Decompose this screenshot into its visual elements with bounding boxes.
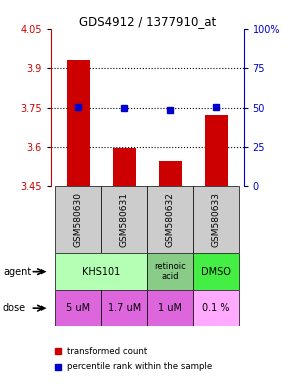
Bar (147, 290, 193, 326)
Bar (101, 186, 147, 253)
Text: 0.1 %: 0.1 % (202, 303, 230, 313)
Text: GSM580630: GSM580630 (74, 192, 83, 247)
Text: agent: agent (3, 266, 31, 277)
Text: GSM580633: GSM580633 (211, 192, 221, 247)
Text: dose: dose (3, 303, 26, 313)
Text: transformed count: transformed count (67, 347, 147, 356)
Text: GSM580631: GSM580631 (120, 192, 129, 247)
Bar (113, 148, 136, 186)
Bar (55, 186, 101, 253)
Bar (55, 290, 101, 326)
Text: 5 uM: 5 uM (66, 303, 90, 313)
Text: DMSO: DMSO (201, 266, 231, 277)
Bar (55, 253, 147, 290)
Text: GSM580632: GSM580632 (166, 192, 175, 247)
Bar (193, 253, 239, 290)
Bar (193, 290, 239, 326)
Bar (101, 290, 147, 326)
Text: percentile rank within the sample: percentile rank within the sample (67, 362, 212, 371)
Text: 1.7 uM: 1.7 uM (108, 303, 141, 313)
Bar (147, 253, 193, 290)
Bar (147, 186, 193, 253)
Bar (159, 161, 182, 186)
Bar (193, 186, 239, 253)
Bar (204, 115, 228, 186)
Bar (67, 60, 90, 186)
Text: KHS101: KHS101 (82, 266, 120, 277)
Text: retinoic
acid: retinoic acid (154, 262, 186, 281)
Title: GDS4912 / 1377910_at: GDS4912 / 1377910_at (79, 15, 216, 28)
Text: 1 uM: 1 uM (158, 303, 182, 313)
